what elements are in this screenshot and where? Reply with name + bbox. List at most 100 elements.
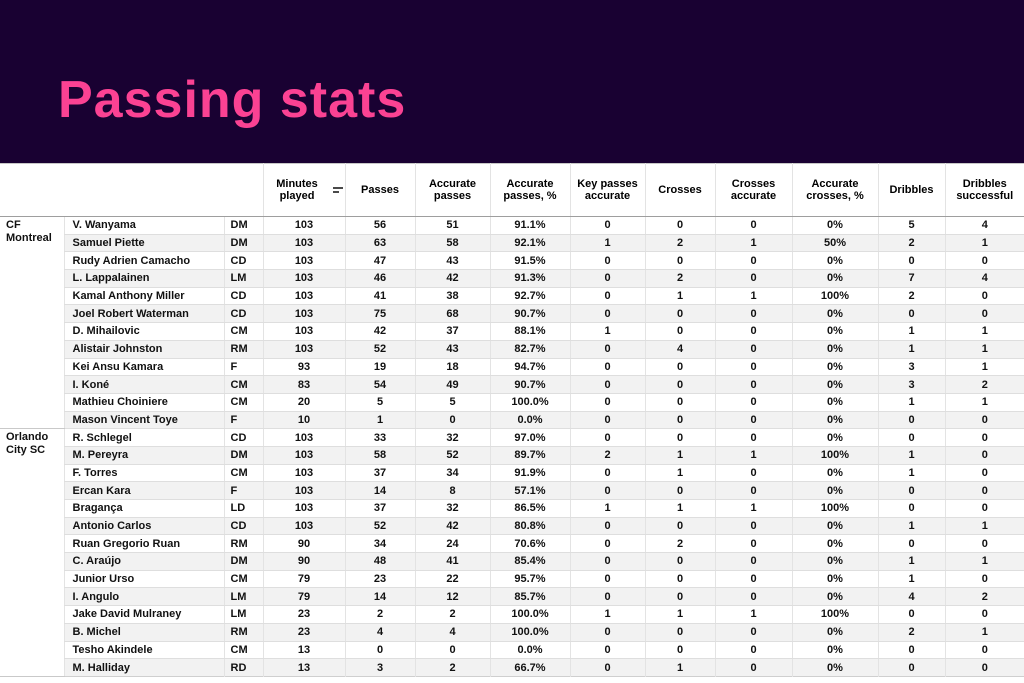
table-row: Mathieu Choiniere CM 20 5 5 100.0% 0 0 0 0% 1 1 xyxy=(0,393,1024,412)
position-cell: CM xyxy=(223,322,263,341)
stat-cell: 32 xyxy=(414,428,490,447)
stat-cell: 97.0% xyxy=(489,428,570,447)
position-cell: CM xyxy=(223,641,263,660)
sort-icon[interactable] xyxy=(332,185,343,195)
stat-cell: 1 xyxy=(944,393,1024,412)
position-column-header xyxy=(224,163,263,217)
stat-cell: 103 xyxy=(262,464,345,483)
table-row: L. Lappalainen LM 103 46 42 91.3% 0 2 0 0% 7 4 xyxy=(0,269,1024,288)
stat-cell: 1 xyxy=(944,623,1024,642)
player-name-cell: R. Schlegel xyxy=(63,428,224,447)
stat-cell: 1 xyxy=(877,552,945,571)
stat-cell: 100% xyxy=(791,446,878,465)
stat-cell: 0 xyxy=(644,641,715,660)
position-cell: RM xyxy=(223,534,263,554)
stat-cell: 0 xyxy=(569,411,645,430)
stat-cell: 52 xyxy=(344,517,415,536)
stat-cell: 85.7% xyxy=(489,587,570,607)
player-name-cell: Samuel Piette xyxy=(63,234,224,253)
stat-cell: 3 xyxy=(877,375,945,394)
stat-cell: 0 xyxy=(877,534,945,554)
stat-cell: 91.5% xyxy=(489,251,570,271)
stat-cell: 94.7% xyxy=(489,358,570,377)
stat-cell: 37 xyxy=(414,322,490,341)
page-header: Passing stats xyxy=(0,0,1024,163)
stat-cell: 0% xyxy=(791,340,878,359)
table-row: Rudy Adrien Camacho CD 103 47 43 91.5% 0 0 0 0% 0 0 xyxy=(0,251,1024,271)
stat-cell: 95.7% xyxy=(489,570,570,589)
table-row: Kei Ansu Kamara F 93 19 18 94.7% 0 0 0 0% 3 1 xyxy=(0,358,1024,377)
stat-cell: 4 xyxy=(877,587,945,607)
stat-cell: 90.7% xyxy=(489,375,570,394)
stat-cell: 103 xyxy=(262,428,345,447)
stat-cell: 0 xyxy=(714,570,792,589)
stat-cell: 1 xyxy=(944,552,1024,571)
stat-cell: 103 xyxy=(262,304,345,324)
passing-stats-table: Minutes played Passes Accurate passes Ac… xyxy=(0,163,1024,677)
position-cell: CM xyxy=(223,464,263,483)
stat-cell: 1 xyxy=(714,234,792,253)
stat-cell: 0 xyxy=(944,481,1024,500)
stat-cell: 47 xyxy=(344,251,415,271)
stat-cell: 0.0% xyxy=(489,411,570,430)
stat-cell: 86.5% xyxy=(489,499,570,518)
stat-cell: 2 xyxy=(877,234,945,253)
stat-cell: 32 xyxy=(414,499,490,518)
stat-cell: 0% xyxy=(791,251,878,271)
player-name-cell: Joel Robert Waterman xyxy=(63,304,224,324)
stat-cell: 1 xyxy=(714,605,792,624)
stat-cell: 13 xyxy=(262,658,345,677)
player-name-cell: Kamal Anthony Miller xyxy=(63,287,224,306)
stat-cell: 42 xyxy=(344,322,415,341)
table-row: Joel Robert Waterman CD 103 75 68 90.7% 0 0 0 0% 0… xyxy=(0,304,1024,324)
stat-cell: 0% xyxy=(791,641,878,660)
position-cell: DM xyxy=(223,552,263,571)
stat-cell: 91.9% xyxy=(489,464,570,483)
stat-cell: 0% xyxy=(791,623,878,642)
stat-cell: 2 xyxy=(344,605,415,624)
table-row: I. Angulo LM 79 14 12 85.7% 0 0 0 0% 4 2 xyxy=(0,587,1024,607)
stat-cell: 2 xyxy=(414,658,490,677)
position-cell: LM xyxy=(223,269,263,288)
stat-cell: 1 xyxy=(877,570,945,589)
stat-cell: 0 xyxy=(569,251,645,271)
stat-cell: 0% xyxy=(791,534,878,554)
stat-cell: 4 xyxy=(944,216,1024,235)
stat-cell: 100% xyxy=(791,605,878,624)
stat-cell: 0 xyxy=(569,393,645,412)
stat-cell: 100.0% xyxy=(489,623,570,642)
stat-cell: 0% xyxy=(791,269,878,288)
stat-cell: 0 xyxy=(944,534,1024,554)
stat-cell: 20 xyxy=(262,393,345,412)
header-row: Minutes played Passes Accurate passes Ac… xyxy=(0,163,1024,217)
stat-cell: 0 xyxy=(714,428,792,447)
stat-cell: 0 xyxy=(944,641,1024,660)
stat-cell: 5 xyxy=(344,393,415,412)
stat-cell: 0 xyxy=(569,481,645,500)
stat-cell: 1 xyxy=(944,234,1024,253)
table-row: C. Araújo DM 90 48 41 85.4% 0 0 0 0% 1 1 xyxy=(0,552,1024,571)
stat-cell: 41 xyxy=(414,552,490,571)
stat-cell: 0 xyxy=(644,411,715,430)
stat-cell: 0 xyxy=(714,534,792,554)
stat-cell: 70.6% xyxy=(489,534,570,554)
stat-cell: 92.1% xyxy=(489,234,570,253)
stat-cell: 4 xyxy=(944,269,1024,288)
stat-cell: 0 xyxy=(644,251,715,271)
stat-cell: 0% xyxy=(791,428,878,447)
stat-cell: 42 xyxy=(414,517,490,536)
player-name-cell: M. Halliday xyxy=(63,658,224,677)
player-name-cell: Antonio Carlos xyxy=(63,517,224,536)
stat-cell: 0 xyxy=(644,552,715,571)
stat-cell: 1 xyxy=(644,499,715,518)
table-row: Jake David Mulraney LM 23 2 2 100.0% 1 1 1 100% 0 0 xyxy=(0,605,1024,624)
stat-cell: 0 xyxy=(569,641,645,660)
stat-cell: 1 xyxy=(944,358,1024,377)
stat-cell: 2 xyxy=(644,534,715,554)
stat-cell: 0% xyxy=(791,375,878,394)
position-cell: CD xyxy=(223,304,263,324)
position-cell: F xyxy=(223,411,263,430)
player-name-cell: F. Torres xyxy=(63,464,224,483)
stat-cell: 103 xyxy=(262,517,345,536)
stat-cell: 0 xyxy=(944,251,1024,271)
